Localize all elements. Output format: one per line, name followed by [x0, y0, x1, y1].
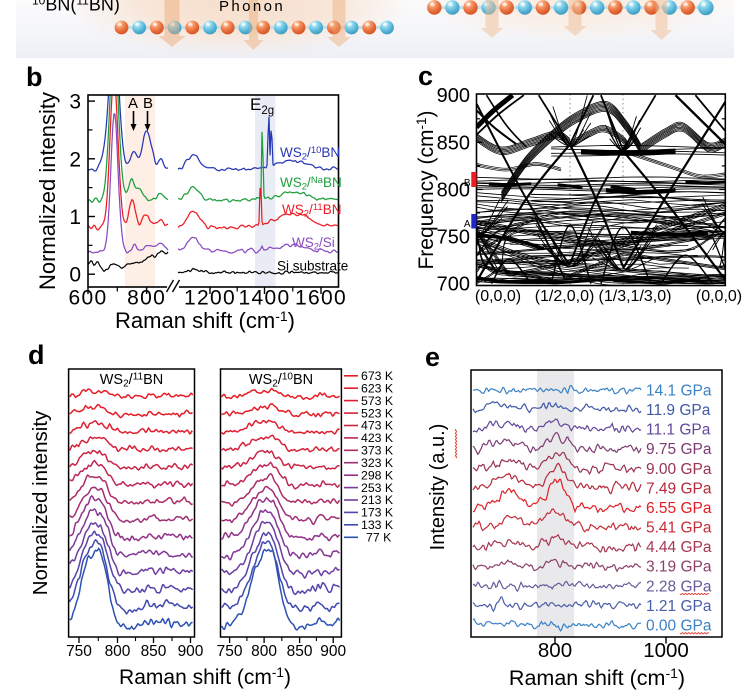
svg-text:(1/2,0,0): (1/2,0,0) — [535, 288, 595, 305]
svg-text:900: 900 — [437, 85, 470, 107]
svg-text:1.21 GPa: 1.21 GPa — [646, 598, 712, 615]
svg-text:Raman shift (cm-1): Raman shift (cm-1) — [119, 665, 291, 689]
svg-text:800: 800 — [251, 643, 277, 660]
svg-text:1: 1 — [69, 206, 81, 229]
svg-text:Normalized intensity: Normalized intensity — [35, 92, 60, 290]
svg-text:WS2/11BN: WS2/11BN — [100, 372, 164, 390]
svg-text:0.00 GPa: 0.00 GPa — [646, 618, 712, 635]
svg-text:850: 850 — [437, 132, 470, 154]
svg-text:Phonon: Phonon — [219, 0, 285, 15]
svg-text:800: 800 — [127, 287, 166, 310]
svg-text:1200: 1200 — [184, 287, 236, 310]
svg-text:2.28 GPa: 2.28 GPa — [646, 578, 712, 595]
svg-text:700: 700 — [437, 274, 470, 296]
svg-text:1000: 1000 — [643, 639, 689, 662]
svg-text:800: 800 — [105, 643, 131, 660]
svg-text:WS2/10BN: WS2/10BN — [249, 372, 313, 390]
svg-text:7.49 GPa: 7.49 GPa — [646, 480, 712, 497]
svg-text:14.1 GPa: 14.1 GPa — [646, 383, 712, 400]
svg-text:A: A — [464, 219, 471, 230]
svg-text:A: A — [128, 95, 138, 112]
svg-text:473 K: 473 K — [361, 419, 394, 433]
svg-text:(0,0,0): (0,0,0) — [696, 288, 742, 305]
svg-text:373 K: 373 K — [361, 444, 394, 458]
svg-text:4.44 GPa: 4.44 GPa — [646, 539, 712, 556]
svg-text:750: 750 — [437, 227, 470, 249]
svg-text:600: 600 — [69, 287, 108, 310]
svg-text:900: 900 — [320, 643, 346, 660]
svg-text:750: 750 — [217, 643, 243, 660]
svg-text:10BN(11BN): 10BN(11BN) — [32, 0, 120, 15]
svg-text:2: 2 — [69, 148, 81, 171]
svg-text:800: 800 — [538, 639, 572, 662]
svg-text:c: c — [418, 61, 433, 91]
svg-text:323 K: 323 K — [361, 456, 394, 470]
svg-text:WS2/NaBN: WS2/NaBN — [280, 175, 342, 193]
svg-text:Si substrate: Si substrate — [277, 259, 348, 274]
svg-text:WS2/Si: WS2/Si — [292, 235, 335, 253]
svg-text:1600: 1600 — [295, 287, 347, 310]
svg-text:6.55 GPa: 6.55 GPa — [646, 500, 712, 517]
svg-text:B: B — [143, 95, 153, 112]
svg-text:523 K: 523 K — [361, 406, 394, 420]
svg-text:3.19 GPa: 3.19 GPa — [646, 559, 712, 576]
svg-text:Raman shift (cm-1): Raman shift (cm-1) — [115, 308, 295, 333]
svg-text:423 K: 423 K — [361, 431, 394, 445]
svg-text:800: 800 — [437, 179, 470, 201]
svg-text:133 K: 133 K — [361, 518, 394, 532]
svg-text:(0,0,0): (0,0,0) — [475, 288, 521, 305]
svg-text:b: b — [26, 62, 43, 92]
svg-text:d: d — [28, 340, 45, 370]
svg-text:850: 850 — [141, 643, 167, 660]
svg-text:850: 850 — [287, 643, 313, 660]
svg-text:WS2/10BN: WS2/10BN — [280, 145, 340, 163]
svg-text:623 K: 623 K — [361, 381, 394, 395]
svg-text:Raman shift (cm-1): Raman shift (cm-1) — [509, 665, 685, 690]
svg-text:Normalized intensity: Normalized intensity — [29, 410, 52, 595]
svg-text:900: 900 — [178, 643, 204, 660]
svg-text:9.00 GPa: 9.00 GPa — [646, 461, 712, 478]
svg-text:750: 750 — [66, 643, 92, 660]
svg-text:77 K: 77 K — [366, 531, 392, 545]
svg-text:298 K: 298 K — [361, 468, 394, 482]
svg-text:673 K: 673 K — [361, 369, 394, 383]
svg-text:0: 0 — [69, 264, 81, 287]
svg-text:173 K: 173 K — [361, 506, 394, 520]
svg-text:Intensity (a.u.): Intensity (a.u.) — [427, 424, 449, 551]
svg-text:11.9 GPa: 11.9 GPa — [646, 402, 711, 419]
svg-text:B: B — [464, 178, 471, 189]
svg-text:3: 3 — [69, 91, 81, 114]
svg-text:253 K: 253 K — [361, 481, 394, 495]
svg-text:e: e — [425, 342, 440, 372]
svg-text:11.1 GPa: 11.1 GPa — [646, 422, 711, 439]
svg-text:(1/3,1/3,0): (1/3,1/3,0) — [599, 288, 672, 305]
svg-text:9.75 GPa: 9.75 GPa — [646, 441, 712, 458]
svg-text:5.41 GPa: 5.41 GPa — [646, 520, 712, 537]
svg-text:213 K: 213 K — [361, 493, 394, 507]
svg-text:Frequency (cm-1): Frequency (cm-1) — [414, 110, 438, 269]
svg-text:573 K: 573 K — [361, 394, 394, 408]
svg-text:1400: 1400 — [239, 287, 291, 310]
svg-text:WS2/11BN: WS2/11BN — [282, 202, 341, 220]
